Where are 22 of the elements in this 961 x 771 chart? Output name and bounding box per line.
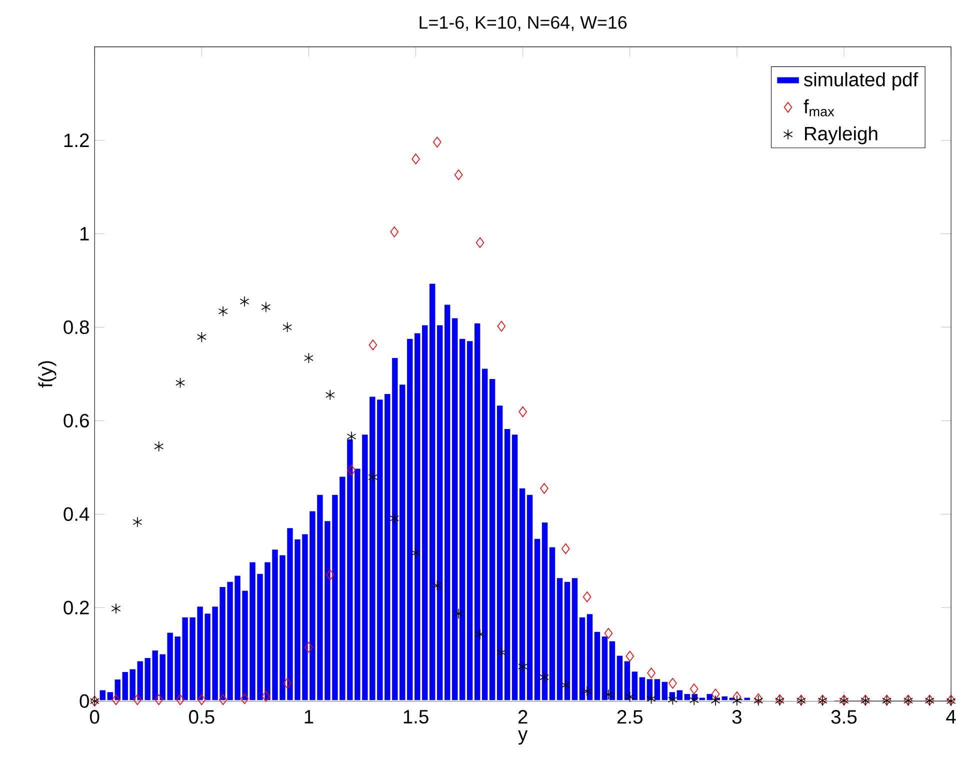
y-axis-title: f(y) [38,361,56,388]
legend-label: f$_{max}$ [804,99,834,116]
y-tick-label: 0.8 [64,320,89,334]
x-tick-label: 1 [304,710,314,724]
x-axis-title: y [518,730,528,745]
y-tick-label: 0.4 [64,507,90,522]
x-tick-label: 2 [518,710,528,724]
chart-title: L=1-6, K=10, N=64, W=16 [420,16,627,32]
y-tick-label: 0.6 [64,414,89,428]
legend-label: simulated pdf [804,72,918,90]
y-tick-label: 1 [80,227,89,240]
x-tick-label: 2.5 [617,710,642,724]
y-tick-label: 1.2 [64,134,89,148]
y-tick-label: 0.2 [64,600,89,615]
x-tick-label: 1.5 [404,710,428,724]
legend-label: Rayleigh [805,126,878,144]
y-tick-label: 0 [80,694,89,708]
x-tick-label: 3.5 [831,710,857,724]
x-tick-label: 4 [946,710,956,724]
x-tick-label: 0.5 [189,710,214,724]
x-tick-label: 3 [732,710,742,724]
x-tick-label: 0 [90,710,100,724]
